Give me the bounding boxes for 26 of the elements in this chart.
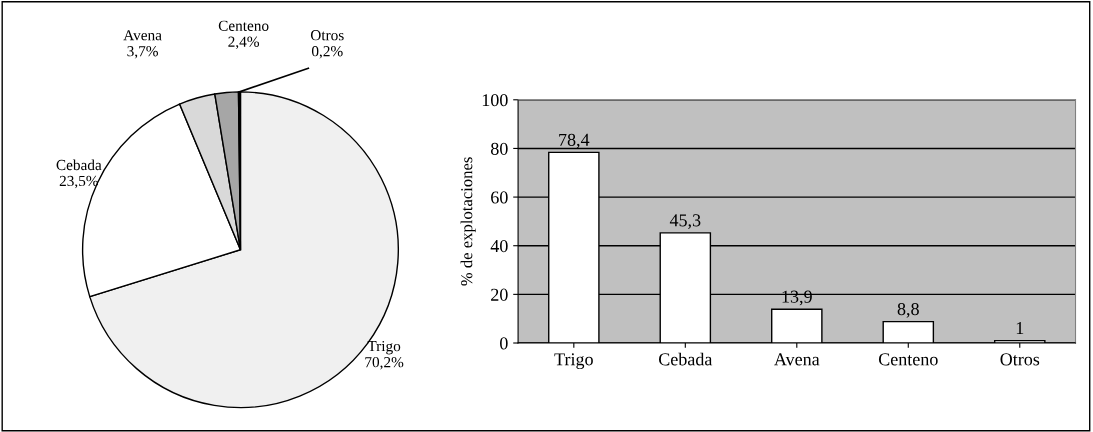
y-tick-label: 100 xyxy=(482,94,508,107)
data-label: 2,4% xyxy=(228,36,260,50)
slice-label: Centeno xyxy=(218,20,269,31)
y-tick-label: 0 xyxy=(500,337,508,350)
x-tick-label: Otros xyxy=(1000,353,1040,366)
data-label: 78,4 xyxy=(559,133,590,149)
data-label: 3,7% xyxy=(127,46,158,59)
data-label: 23,5% xyxy=(59,175,99,189)
y-tick-label: 20 xyxy=(491,288,508,301)
data-label: 8,8 xyxy=(897,302,919,318)
x-tick-label: Avena xyxy=(774,353,820,366)
y-axis-title: % de explotaciones xyxy=(460,157,476,286)
slice-label: Avena xyxy=(123,30,162,41)
x-tick-label: Trigo xyxy=(554,353,593,370)
y-tick-label: 60 xyxy=(491,191,508,204)
y-tick-label: 80 xyxy=(490,142,508,155)
data-label: 45,3 xyxy=(669,214,701,229)
data-label: 1 xyxy=(1016,322,1024,334)
y-tick-label: 40 xyxy=(490,239,508,253)
data-label: 70,2% xyxy=(365,356,404,370)
slice-label: Cebada xyxy=(56,159,102,171)
x-tick-label: Cebada xyxy=(658,352,713,366)
data-label: 0,2% xyxy=(311,46,343,59)
slice-label: Trigo xyxy=(367,341,401,355)
slice-label: Otros xyxy=(310,30,344,41)
x-tick-label: Centeno xyxy=(878,353,938,366)
